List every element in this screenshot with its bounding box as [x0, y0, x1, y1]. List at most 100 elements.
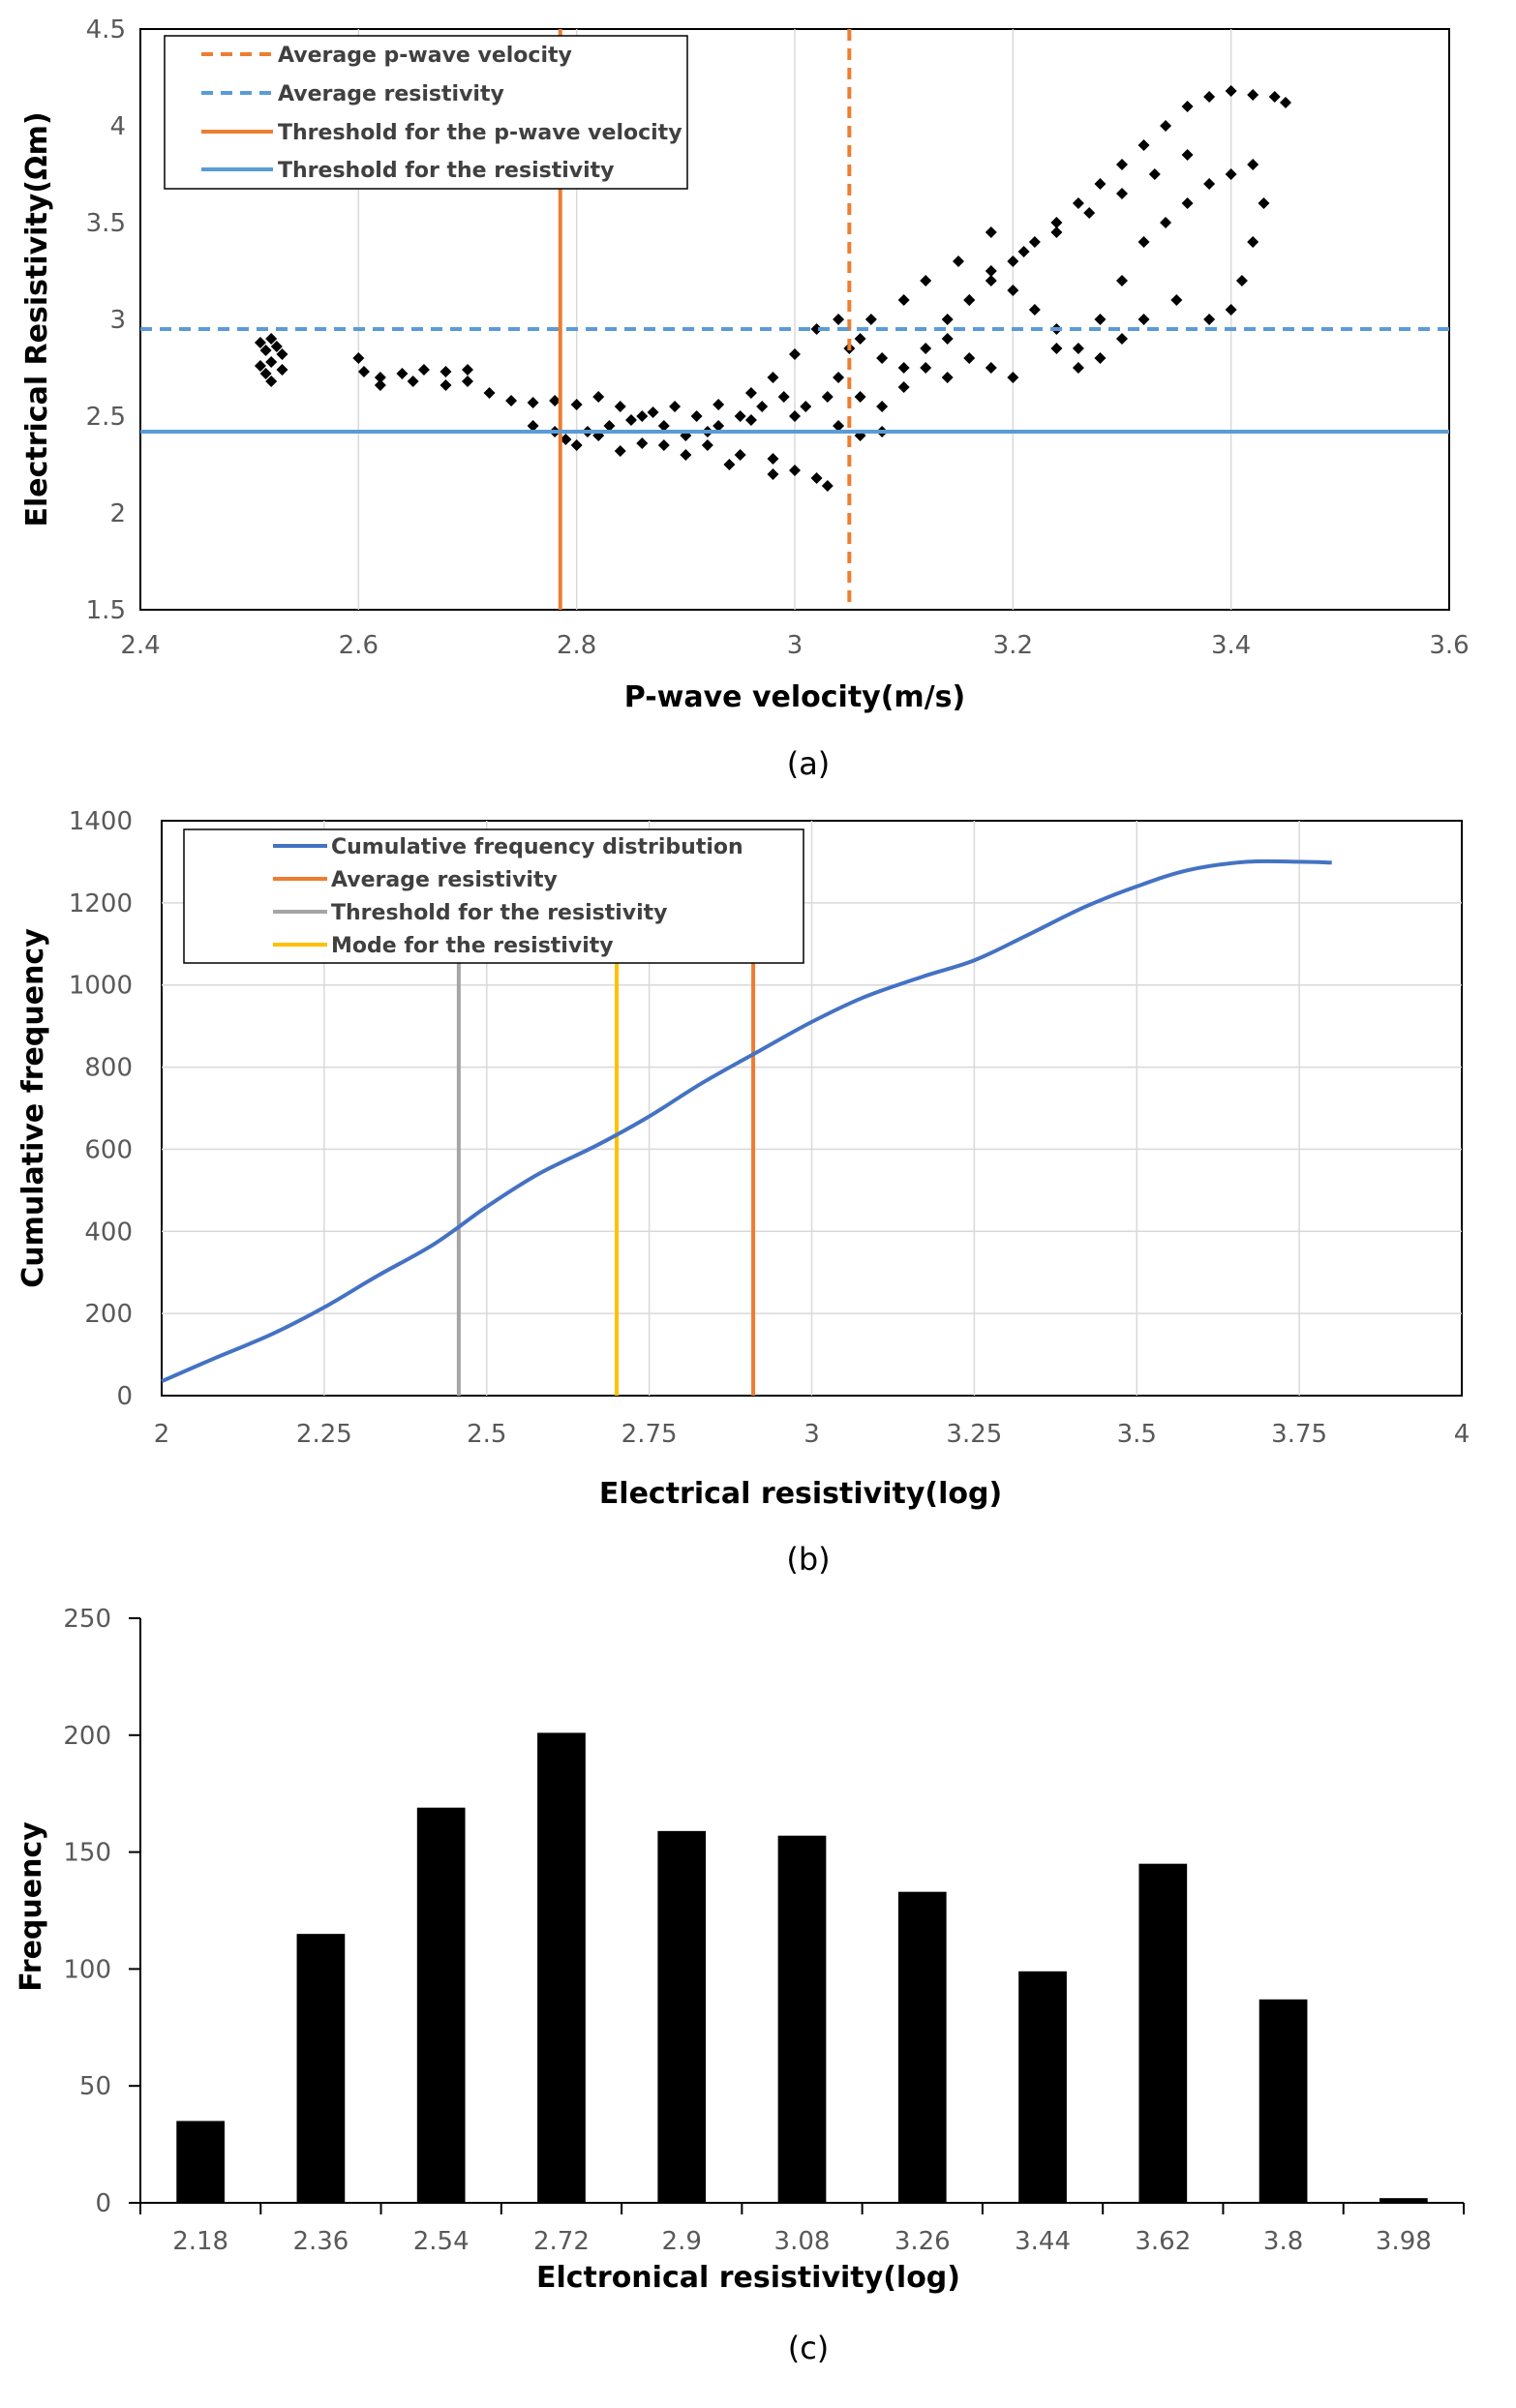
data-point	[920, 362, 932, 374]
x-tick-label-b: 3.25	[946, 1420, 1002, 1449]
y-tick-label-a: 2	[109, 499, 126, 528]
bar-chart-panel-c: 2.18 2.36 2.54 2.72 2.9 3.08 3.26 3.44 3.62 3.8 3.…	[15, 1605, 1465, 2366]
x-tick-label-a: 3	[787, 631, 803, 660]
x-tick-label-c: 3.8	[1263, 2227, 1303, 2256]
data-point	[396, 368, 409, 379]
bar	[777, 1835, 827, 2203]
bar	[897, 1891, 947, 2203]
legend-box-b	[183, 828, 804, 964]
x-tick-label-a: 2.4	[120, 631, 160, 660]
x-tick-label-b: 2.5	[467, 1420, 506, 1449]
x-tick-label-a: 3.2	[993, 631, 1033, 660]
legend-a: Average p-wave velocity Average resistiv…	[164, 35, 688, 190]
x-tick-label-a: 3.4	[1211, 631, 1251, 660]
bar	[537, 1732, 586, 2203]
y-tick-label-c: 50	[79, 2072, 111, 2101]
data-point	[789, 465, 801, 476]
data-point	[723, 459, 736, 470]
data-point	[800, 401, 812, 412]
data-point	[756, 401, 769, 412]
data-point	[1072, 343, 1084, 354]
x-tick-label-a: 3.6	[1429, 631, 1469, 660]
cumulative-frequency-line	[161, 858, 1332, 1383]
x-axis-title-b: Electrical resistivity(log)	[599, 1477, 1002, 1511]
x-tick-label-c: 3.44	[1015, 2227, 1071, 2256]
data-point	[636, 437, 649, 449]
data-point	[570, 399, 583, 410]
data-point	[1181, 101, 1194, 112]
data-point	[1170, 294, 1183, 306]
data-point	[1181, 197, 1194, 209]
data-point	[1181, 149, 1194, 161]
legend-label-cumulative: Cumulative frequency distribution	[331, 835, 743, 859]
legend-b: Cumulative frequency distribution Averag…	[183, 828, 804, 964]
data-point	[276, 348, 288, 360]
caption-c: (c)	[788, 2330, 830, 2366]
data-point	[876, 352, 889, 364]
data-point	[1203, 178, 1216, 190]
bar	[176, 2121, 225, 2203]
legend-label-avg-resistivity: Average resistivity	[278, 82, 504, 106]
data-point	[864, 314, 877, 325]
data-point	[592, 391, 605, 403]
data-point	[254, 337, 266, 348]
data-point	[1280, 97, 1291, 108]
x-tick-label-c: 3.26	[894, 2227, 951, 2256]
data-point	[1247, 236, 1259, 248]
data-point	[265, 333, 278, 345]
data-point	[985, 265, 997, 277]
data-point	[941, 333, 954, 345]
data-point	[1094, 352, 1107, 364]
data-point	[767, 372, 779, 383]
data-point	[690, 410, 703, 422]
data-point	[265, 376, 278, 387]
y-tick-label-a: 3.5	[86, 209, 126, 238]
data-point	[854, 391, 866, 403]
bar	[657, 1830, 707, 2203]
data-points-a	[254, 85, 1291, 492]
data-point	[1116, 333, 1128, 345]
data-point	[1007, 285, 1019, 296]
bar	[1138, 1863, 1188, 2203]
data-point	[1072, 362, 1084, 374]
data-point	[1072, 197, 1084, 209]
data-point	[614, 445, 626, 457]
data-point	[1268, 91, 1281, 103]
data-point	[744, 414, 757, 426]
data-point	[985, 362, 997, 374]
data-point	[614, 401, 626, 412]
y-tick-label-b: 1200	[69, 889, 133, 918]
data-point	[680, 449, 692, 461]
caption-b: (b)	[786, 1541, 830, 1578]
x-tick-label-b: 2.25	[296, 1420, 352, 1449]
data-point	[789, 410, 801, 422]
data-point	[1094, 178, 1107, 190]
x-tick-label-a: 2.8	[557, 631, 596, 660]
y-tick-label-b: 200	[84, 1300, 133, 1329]
data-point	[701, 439, 713, 451]
x-tick-label-c: 3.62	[1135, 2227, 1191, 2256]
data-point	[1028, 304, 1041, 316]
data-point	[734, 449, 746, 461]
data-point	[407, 376, 419, 387]
data-point	[713, 420, 725, 432]
data-point	[505, 395, 518, 406]
scatter-chart-panel-a: 2.4 2.6 2.8 3 3.2 3.4 3.6 1.5 2 2.5 3 3.5 4 4.5 P-wa…	[20, 15, 1470, 782]
data-point	[527, 420, 539, 432]
x-tick-label-b: 4	[1454, 1420, 1471, 1449]
y-tick-label-b: 1400	[69, 807, 133, 836]
data-point	[1137, 314, 1150, 325]
y-tick-label-b: 800	[84, 1054, 133, 1083]
data-point	[1007, 256, 1019, 267]
data-point	[876, 401, 889, 412]
data-point	[833, 420, 845, 432]
data-point	[1203, 314, 1216, 325]
data-point	[1050, 217, 1063, 228]
data-point	[789, 348, 801, 360]
data-point	[1094, 314, 1107, 325]
data-point	[1160, 120, 1172, 132]
x-axis-title-c: Elctronical resistivity(log)	[536, 2261, 960, 2295]
bar	[1258, 1999, 1308, 2203]
data-point	[603, 420, 616, 432]
data-point	[821, 391, 834, 403]
